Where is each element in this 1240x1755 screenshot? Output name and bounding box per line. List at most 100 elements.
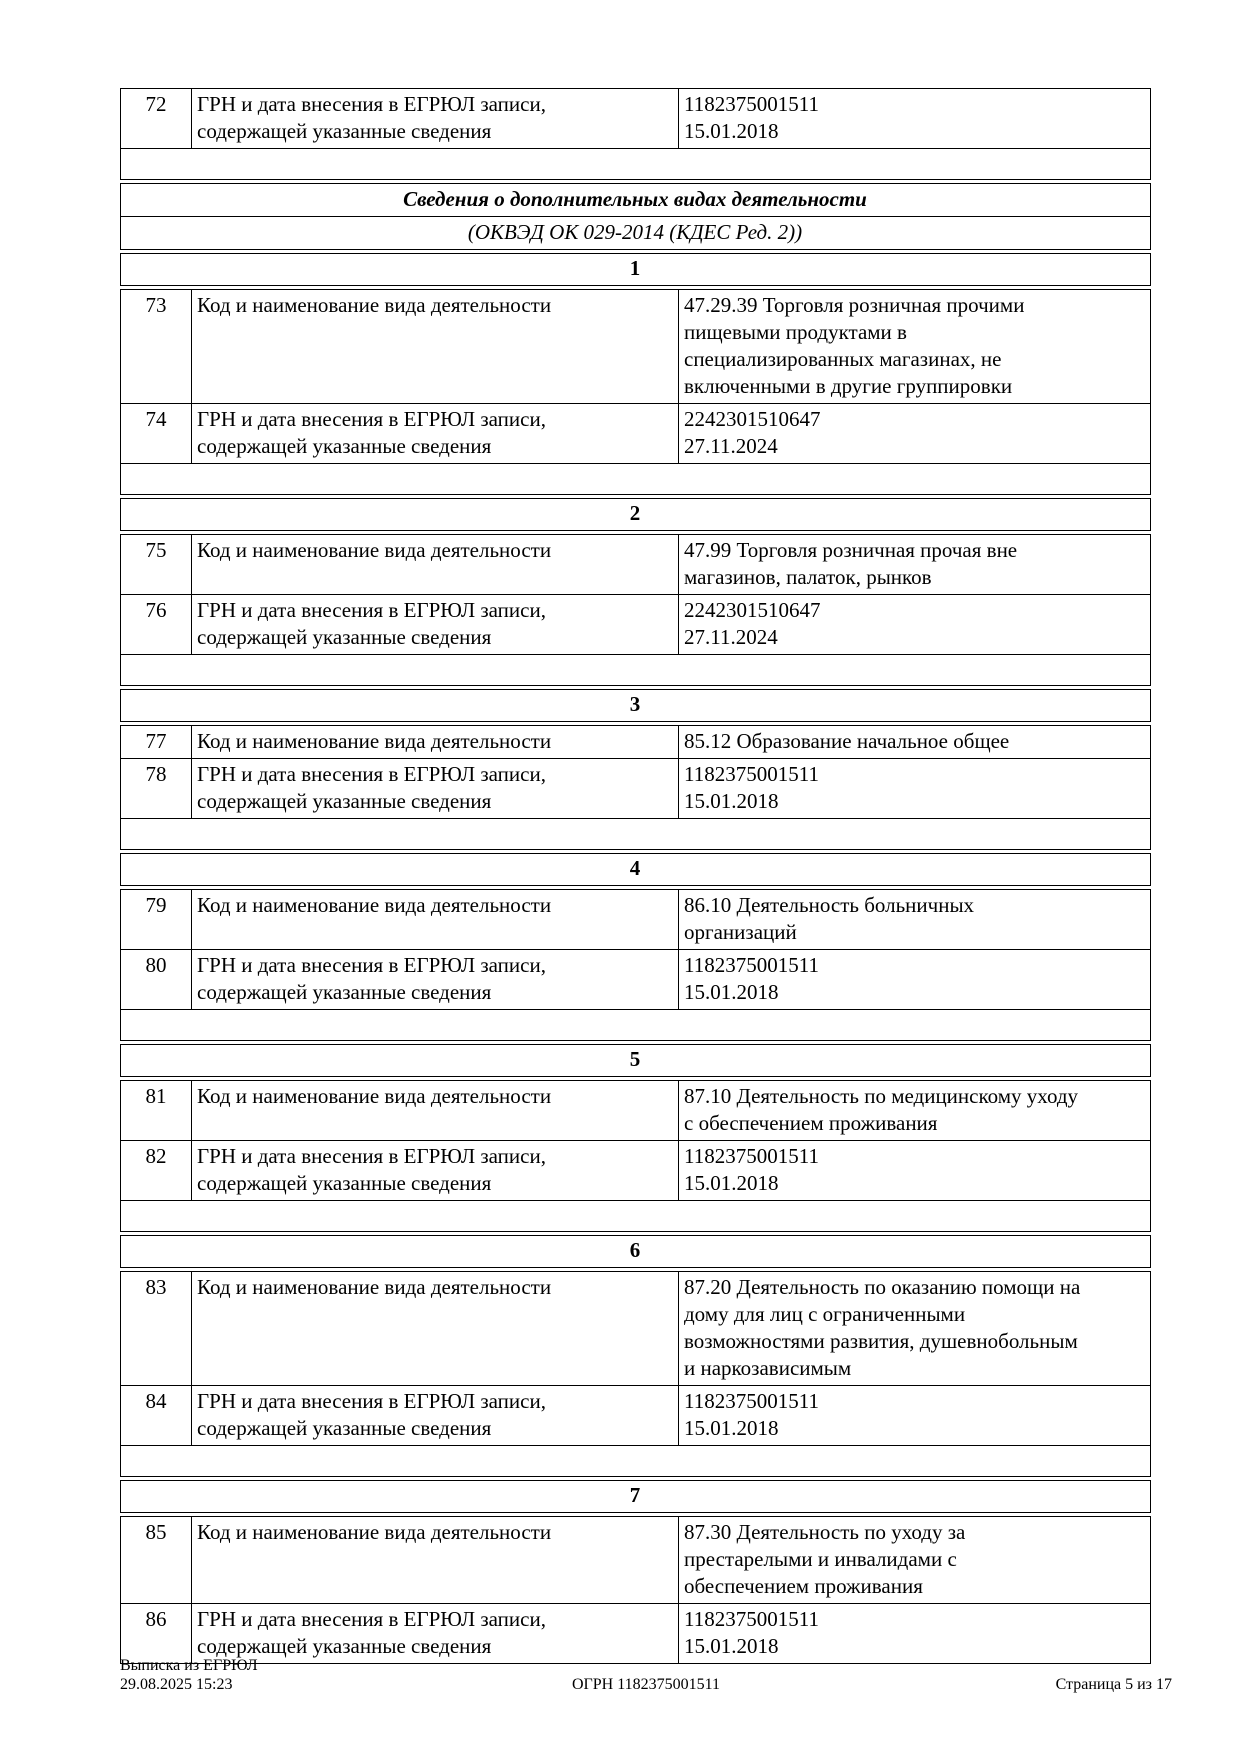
table-row-78: 78 ГРН и дата внесения в ЕГРЮЛ записи, с… (121, 758, 1150, 818)
section-number: 2 (629, 501, 641, 525)
section-6-number-block: 6 (120, 1235, 1151, 1268)
section-number-row: 7 (121, 1481, 1150, 1512)
row-number: 81 (145, 1084, 167, 1108)
section-number-row: 4 (121, 854, 1150, 885)
table-row-75: 75 Код и наименование вида деятельности … (121, 535, 1150, 594)
footer-generated-timestamp: 29.08.2025 15:23 (120, 1676, 233, 1693)
table-row-73: 73 Код и наименование вида деятельности … (121, 290, 1150, 403)
spacer-row (121, 818, 1150, 849)
row-label: ГРН и дата внесения в ЕГРЮЛ записи, соде… (191, 950, 678, 1009)
row-label: ГРН и дата внесения в ЕГРЮЛ записи, соде… (191, 759, 678, 818)
row-value: 87.10 Деятельность по медицинскому уходу… (678, 1081, 1150, 1140)
spacer-row (121, 148, 1150, 179)
section-number-row: 2 (121, 499, 1150, 530)
section-header-block: Сведения о дополнительных видах деятельн… (120, 183, 1151, 250)
row-72-block: 72 ГРН и дата внесения в ЕГРЮЛ записи, с… (120, 88, 1151, 180)
section-6-rows-block: 83 Код и наименование вида деятельности … (120, 1271, 1151, 1477)
row-label: ГРН и дата внесения в ЕГРЮЛ записи, соде… (191, 89, 678, 148)
table-row-76: 76 ГРН и дата внесения в ЕГРЮЛ записи, с… (121, 594, 1150, 654)
row-value: 47.29.39 Торговля розничная прочими пище… (678, 290, 1150, 403)
row-number: 86 (145, 1607, 167, 1631)
table-row-79: 79 Код и наименование вида деятельности … (121, 890, 1150, 949)
section-4-number-block: 4 (120, 853, 1151, 886)
row-number: 72 (145, 92, 167, 116)
section-3-rows-block: 77 Код и наименование вида деятельности … (120, 725, 1151, 850)
table-row-82: 82 ГРН и дата внесения в ЕГРЮЛ записи, с… (121, 1140, 1150, 1200)
section-number: 3 (629, 692, 641, 716)
row-number: 76 (145, 598, 167, 622)
row-number: 84 (145, 1389, 167, 1413)
row-value: 2242301510647 27.11.2024 (678, 404, 1150, 463)
table-row-81: 81 Код и наименование вида деятельности … (121, 1081, 1150, 1140)
page-footer: Выписка из ЕГРЮЛ 29.08.2025 15:23 ОГРН 1… (120, 1656, 1172, 1694)
table-row-86: 86 ГРН и дата внесения в ЕГРЮЛ записи, с… (121, 1603, 1150, 1663)
table-row-80: 80 ГРН и дата внесения в ЕГРЮЛ записи, с… (121, 949, 1150, 1009)
row-label: Код и наименование вида деятельности (191, 1517, 678, 1603)
row-label: Код и наименование вида деятельности (191, 1272, 678, 1385)
row-label: Код и наименование вида деятельности (191, 890, 678, 949)
row-value: 2242301510647 27.11.2024 (678, 595, 1150, 654)
section-number: 7 (629, 1483, 641, 1507)
footer-left: Выписка из ЕГРЮЛ 29.08.2025 15:23 (120, 1656, 471, 1694)
row-label: Код и наименование вида деятельности (191, 1081, 678, 1140)
table-row-83: 83 Код и наименование вида деятельности … (121, 1272, 1150, 1385)
table-row-85: 85 Код и наименование вида деятельности … (121, 1517, 1150, 1603)
section-3-number-block: 3 (120, 689, 1151, 722)
row-number: 78 (145, 762, 167, 786)
activities-table: 72 ГРН и дата внесения в ЕГРЮЛ записи, с… (120, 88, 1151, 1667)
row-value: 87.30 Деятельность по уходу за престарел… (678, 1517, 1150, 1603)
row-number: 85 (145, 1520, 167, 1544)
spacer-row (121, 1200, 1150, 1231)
section-4-rows-block: 79 Код и наименование вида деятельности … (120, 889, 1151, 1041)
section-number-row: 3 (121, 690, 1150, 721)
row-value: 47.99 Торговля розничная прочая вне мага… (678, 535, 1150, 594)
section-5-number-block: 5 (120, 1044, 1151, 1077)
section-number-row: 1 (121, 254, 1150, 285)
section-number: 6 (629, 1238, 641, 1262)
section-2-rows-block: 75 Код и наименование вида деятельности … (120, 534, 1151, 686)
table-row-74: 74 ГРН и дата внесения в ЕГРЮЛ записи, с… (121, 403, 1150, 463)
section-subtitle-row: (ОКВЭД ОК 029-2014 (КДЕС Ред. 2)) (121, 216, 1150, 249)
row-value: 1182375001511 15.01.2018 (678, 950, 1150, 1009)
table-row-72: 72 ГРН и дата внесения в ЕГРЮЛ записи, с… (121, 89, 1150, 148)
spacer-row (121, 654, 1150, 685)
spacer-row (121, 1009, 1150, 1040)
row-label: ГРН и дата внесения в ЕГРЮЛ записи, соде… (191, 1386, 678, 1445)
spacer-row (121, 1445, 1150, 1476)
section-number: 1 (629, 256, 641, 280)
row-label: Код и наименование вида деятельности (191, 290, 678, 403)
section-2-number-block: 2 (120, 498, 1151, 531)
row-value: 1182375001511 15.01.2018 (678, 1141, 1150, 1200)
section-title: Сведения о дополнительных видах деятельн… (403, 187, 867, 211)
row-label: ГРН и дата внесения в ЕГРЮЛ записи, соде… (191, 1604, 678, 1663)
section-1-rows-block: 73 Код и наименование вида деятельности … (120, 289, 1151, 495)
row-number: 74 (145, 407, 167, 431)
section-number: 5 (629, 1047, 641, 1071)
spacer-row (121, 463, 1150, 494)
row-number: 77 (145, 729, 167, 753)
section-1-number-block: 1 (120, 253, 1151, 286)
row-number: 73 (145, 293, 167, 317)
row-value: 86.10 Деятельность больничных организаци… (678, 890, 1150, 949)
table-row-84: 84 ГРН и дата внесения в ЕГРЮЛ записи, с… (121, 1385, 1150, 1445)
row-label: Код и наименование вида деятельности (191, 726, 678, 758)
section-number: 4 (629, 856, 641, 880)
row-value: 87.20 Деятельность по оказанию помощи на… (678, 1272, 1150, 1385)
section-number-row: 5 (121, 1045, 1150, 1076)
row-number: 83 (145, 1275, 167, 1299)
row-value: 1182375001511 15.01.2018 (678, 1386, 1150, 1445)
row-number: 82 (145, 1144, 167, 1168)
footer-ogrn: ОГРН 1182375001511 (571, 1676, 721, 1693)
section-5-rows-block: 81 Код и наименование вида деятельности … (120, 1080, 1151, 1232)
footer-page-number: Страница 5 из 17 (1055, 1676, 1172, 1693)
row-number: 80 (145, 953, 167, 977)
row-value: 1182375001511 15.01.2018 (678, 759, 1150, 818)
footer-doc-type: Выписка из ЕГРЮЛ (120, 1657, 258, 1674)
row-value: 1182375001511 15.01.2018 (678, 89, 1150, 148)
section-subtitle: (ОКВЭД ОК 029-2014 (КДЕС Ред. 2)) (467, 220, 803, 244)
row-label: ГРН и дата внесения в ЕГРЮЛ записи, соде… (191, 595, 678, 654)
row-label: ГРН и дата внесения в ЕГРЮЛ записи, соде… (191, 404, 678, 463)
section-7-number-block: 7 (120, 1480, 1151, 1513)
row-label: ГРН и дата внесения в ЕГРЮЛ записи, соде… (191, 1141, 678, 1200)
